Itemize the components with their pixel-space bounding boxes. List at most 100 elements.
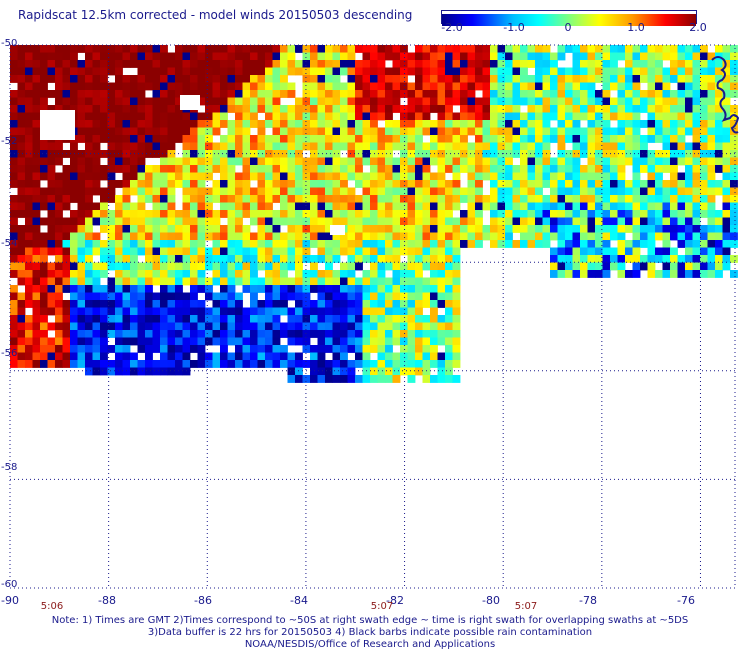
heatmap-cell	[130, 217, 138, 226]
heatmap-cell	[445, 315, 453, 323]
heatmap-cell	[655, 172, 663, 181]
heatmap-cell	[715, 97, 723, 106]
heatmap-cell	[385, 277, 393, 286]
heatmap-cell	[467, 120, 476, 128]
heatmap-cell	[565, 270, 573, 278]
heatmap-cell	[385, 97, 393, 106]
heatmap-cell	[602, 172, 611, 181]
heatmap-cell	[205, 195, 213, 203]
heatmap-cell	[235, 52, 243, 61]
heatmap-cell	[190, 330, 198, 338]
heatmap-cell	[40, 270, 48, 278]
heatmap-cell	[227, 337, 236, 346]
heatmap-cell	[175, 82, 183, 91]
heatmap-cell	[490, 232, 498, 241]
heatmap-cell	[115, 352, 123, 361]
heatmap-cell	[437, 352, 446, 361]
heatmap-cell	[452, 262, 461, 271]
heatmap-cell	[685, 240, 693, 248]
heatmap-cell	[310, 120, 318, 128]
heatmap-cell	[557, 157, 566, 166]
heatmap-cell	[302, 345, 311, 353]
heatmap-cell	[617, 120, 626, 128]
heatmap-cell	[355, 375, 363, 383]
heatmap-cell	[332, 75, 341, 83]
heatmap-cell	[302, 45, 311, 53]
heatmap-cell	[152, 195, 161, 203]
heatmap-cell	[707, 262, 716, 271]
heatmap-cell	[310, 210, 318, 218]
heatmap-cell	[535, 210, 543, 218]
heatmap-cell	[220, 202, 228, 211]
heatmap-cell	[377, 360, 386, 368]
heatmap-cell	[497, 187, 506, 196]
heatmap-cell	[580, 187, 588, 196]
heatmap-cell	[730, 60, 738, 68]
heatmap-cell	[242, 255, 251, 263]
heatmap-cell	[332, 375, 341, 383]
heatmap-cell	[167, 202, 176, 211]
heatmap-cell	[227, 240, 236, 248]
x-tick-label: -86	[194, 594, 212, 607]
heatmap-cell	[40, 300, 48, 308]
heatmap-cell	[55, 217, 63, 226]
heatmap-cell	[370, 330, 378, 338]
heatmap-cell	[25, 210, 33, 218]
heatmap-cell	[347, 255, 356, 263]
heatmap-cell	[257, 105, 266, 113]
heatmap-cell	[145, 45, 153, 53]
heatmap-cell	[182, 210, 191, 218]
heatmap-cell	[385, 225, 393, 233]
heatmap-cell	[85, 255, 93, 263]
heatmap-cell	[250, 195, 258, 203]
heatmap-cell	[212, 157, 221, 166]
heatmap-cell	[145, 270, 153, 278]
heatmap-cell	[325, 45, 333, 53]
heatmap-cell	[565, 225, 573, 233]
heatmap-cell	[235, 322, 243, 331]
heatmap-cell	[707, 97, 716, 106]
heatmap-cell	[640, 150, 648, 158]
heatmap-cell	[332, 315, 341, 323]
heatmap-cell	[10, 270, 18, 278]
heatmap-cell	[122, 270, 131, 278]
heatmap-cell	[355, 337, 363, 346]
heatmap-cell	[92, 187, 101, 196]
heatmap-cell	[280, 75, 288, 83]
heatmap-cell	[242, 202, 251, 211]
heatmap-cell	[92, 180, 101, 188]
heatmap-cell	[70, 105, 78, 113]
heatmap-cell	[25, 127, 33, 136]
heatmap-cell	[190, 315, 198, 323]
heatmap-cell	[182, 52, 191, 61]
heatmap-cell	[115, 255, 123, 263]
heatmap-cell	[632, 67, 641, 76]
heatmap-cell	[272, 60, 281, 68]
heatmap-cell	[647, 150, 656, 158]
heatmap-cell	[347, 300, 356, 308]
heatmap-cell	[250, 292, 258, 301]
heatmap-cell	[107, 322, 116, 331]
heatmap-cell	[655, 225, 663, 233]
heatmap-cell	[175, 45, 183, 53]
heatmap-cell	[122, 360, 131, 368]
heatmap-cell	[662, 202, 671, 211]
heatmap-cell	[220, 292, 228, 301]
heatmap-cell	[55, 277, 63, 286]
heatmap-cell	[362, 210, 371, 218]
heatmap-cell	[122, 247, 131, 256]
heatmap-cell	[10, 210, 18, 218]
heatmap-cell	[107, 142, 116, 151]
heatmap-cell	[145, 82, 153, 91]
heatmap-cell	[287, 232, 296, 241]
heatmap-cell	[32, 330, 41, 338]
heatmap-cell	[227, 157, 236, 166]
heatmap-cell	[512, 142, 521, 151]
heatmap-cell	[430, 187, 438, 196]
heatmap-cell	[392, 240, 401, 248]
heatmap-cell	[17, 247, 26, 256]
heatmap-cell	[257, 45, 266, 53]
heatmap-cell	[430, 300, 438, 308]
heatmap-cell	[422, 345, 431, 353]
heatmap-cell	[160, 360, 168, 368]
